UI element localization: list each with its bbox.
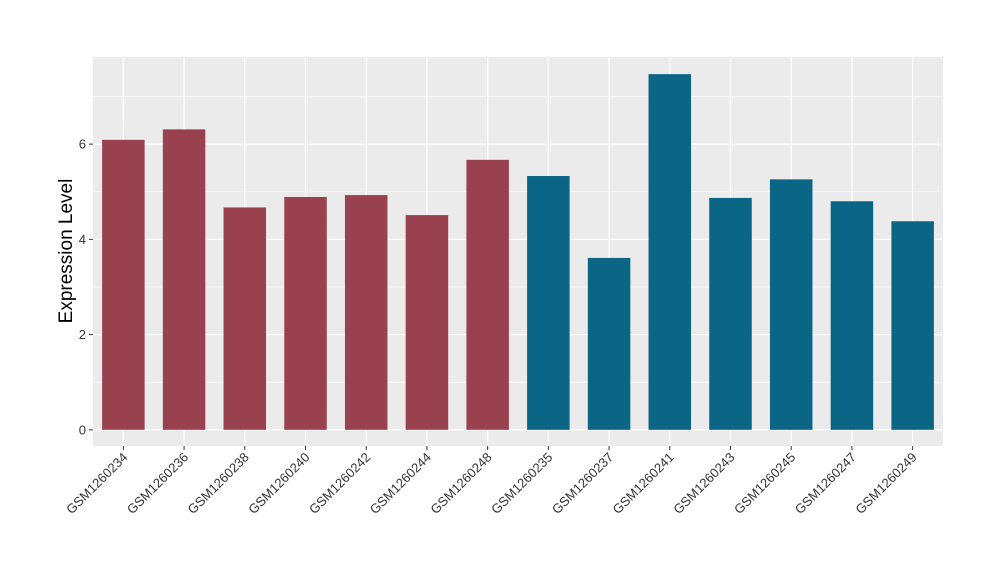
x-tick-label: GSM1260237 [549,450,616,517]
bar-GSM1260249 [891,221,934,430]
bar-GSM1260235 [527,176,570,430]
x-tick-label: GSM1260242 [306,450,373,517]
bar-GSM1260241 [648,74,692,430]
bar-GSM1260242 [344,195,388,430]
x-tick-label: GSM1260245 [731,450,798,517]
y-axis-label: Expression Level [56,179,77,324]
bar-GSM1260244 [405,215,449,430]
x-tick-label: GSM1260247 [792,450,859,517]
x-tick-label: GSM1260241 [610,450,677,517]
bar-GSM1260240 [284,196,327,430]
bar-GSM1260237 [587,257,631,430]
x-tick-label: GSM1260234 [63,450,130,517]
y-tick-label: 6 [79,137,86,152]
bar-GSM1260238 [223,207,267,430]
plot-panel [93,57,943,446]
bars [102,74,934,430]
y-axis: 0 2 4 6 [79,137,93,437]
x-tick-label: GSM1260236 [124,450,191,517]
y-tick-label: 2 [79,327,86,342]
bar-GSM1260243 [709,197,752,430]
x-tick-label: GSM1260238 [185,450,252,517]
bar-GSM1260247 [830,201,874,430]
x-axis: GSM1260234GSM1260236GSM1260238GSM1260240… [63,446,920,517]
bar-GSM1260234 [102,139,145,430]
x-tick-label: GSM1260248 [427,450,494,517]
x-tick-label: GSM1260235 [488,450,555,517]
x-tick-label: GSM1260243 [670,450,737,517]
bar-GSM1260248 [466,159,509,430]
x-tick-label: GSM1260240 [245,450,312,517]
x-tick-label: GSM1260249 [852,450,919,517]
y-tick-label: 4 [79,232,86,247]
bar-GSM1260245 [769,179,813,430]
y-tick-label: 0 [79,422,86,437]
bar-GSM1260236 [162,129,206,430]
x-tick-label: GSM1260244 [367,450,434,517]
